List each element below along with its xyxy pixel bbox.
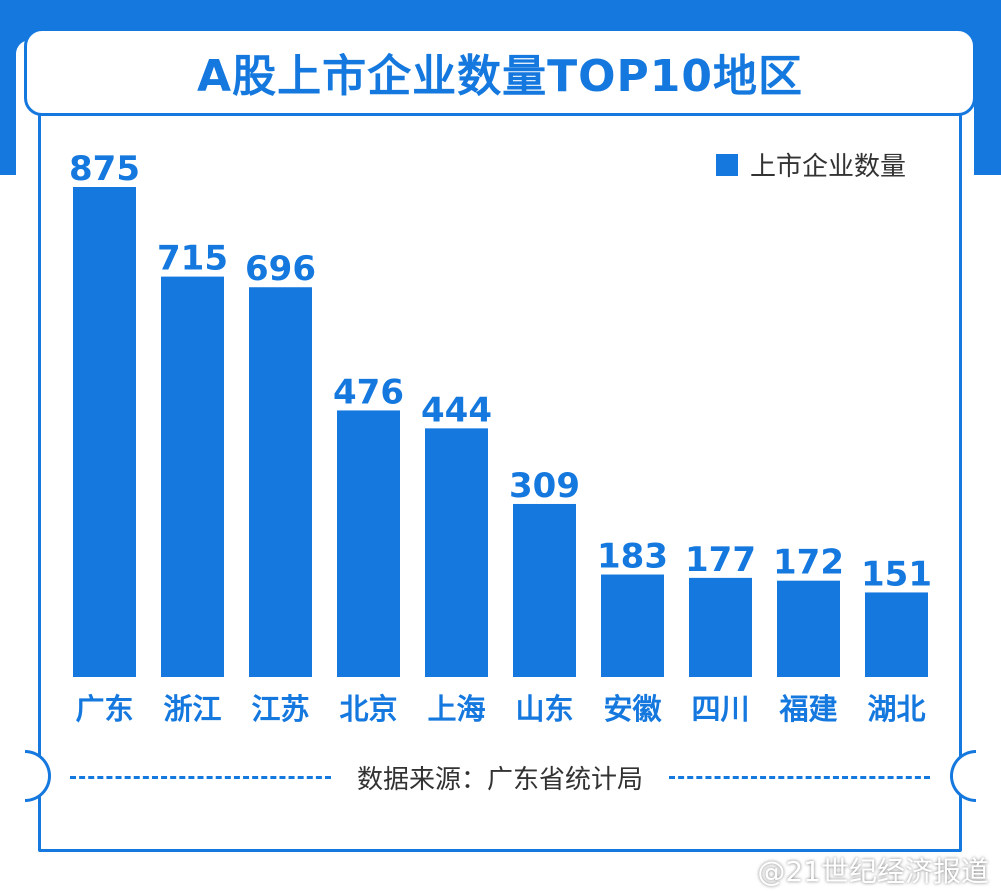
value-label-0: 875 — [69, 149, 140, 189]
value-label-9: 151 — [861, 554, 932, 594]
category-label-3: 北京 — [339, 692, 397, 726]
watermark: @21世纪经济报道 — [757, 855, 989, 888]
value-label-5: 309 — [509, 466, 580, 506]
dashed-divider-right — [669, 775, 931, 779]
bar-5 — [513, 503, 576, 677]
bar-6 — [601, 574, 664, 677]
category-label-7: 四川 — [691, 692, 749, 726]
title-box: A股上市企业数量TOP10地区 — [24, 28, 976, 116]
category-label-4: 上海 — [427, 692, 485, 726]
category-label-8: 福建 — [778, 692, 837, 726]
source-text: 数据来源：广东省统计局 — [357, 764, 644, 795]
legend-swatch — [716, 153, 738, 176]
value-label-4: 444 — [421, 390, 492, 430]
legend: 上市企业数量 — [716, 146, 906, 183]
value-label-8: 172 — [773, 543, 844, 583]
legend-label: 上市企业数量 — [750, 152, 907, 182]
dashed-divider-left — [70, 775, 331, 779]
category-label-5: 山东 — [515, 692, 573, 726]
bar-0 — [73, 187, 136, 677]
category-label-1: 浙江 — [163, 692, 221, 726]
category-label-0: 广东 — [75, 692, 133, 726]
value-label-1: 715 — [157, 239, 228, 279]
chart-title: A股上市企业数量TOP10地区 — [197, 51, 803, 102]
value-label-7: 177 — [685, 540, 756, 580]
source-line: 数据来源：广东省统计局 — [70, 760, 931, 795]
category-label-9: 湖北 — [867, 692, 925, 726]
category-label-6: 安徽 — [603, 692, 662, 726]
bar-4 — [425, 428, 488, 677]
value-label-2: 696 — [245, 249, 316, 289]
value-label-3: 476 — [333, 372, 404, 412]
bar-9 — [865, 592, 928, 677]
category-label-2: 江苏 — [251, 692, 309, 726]
bar-1 — [161, 276, 224, 677]
value-label-6: 183 — [597, 537, 668, 577]
bar-7 — [689, 577, 752, 677]
bar-3 — [337, 410, 400, 677]
bar-8 — [777, 580, 840, 677]
bar-2 — [249, 287, 312, 677]
